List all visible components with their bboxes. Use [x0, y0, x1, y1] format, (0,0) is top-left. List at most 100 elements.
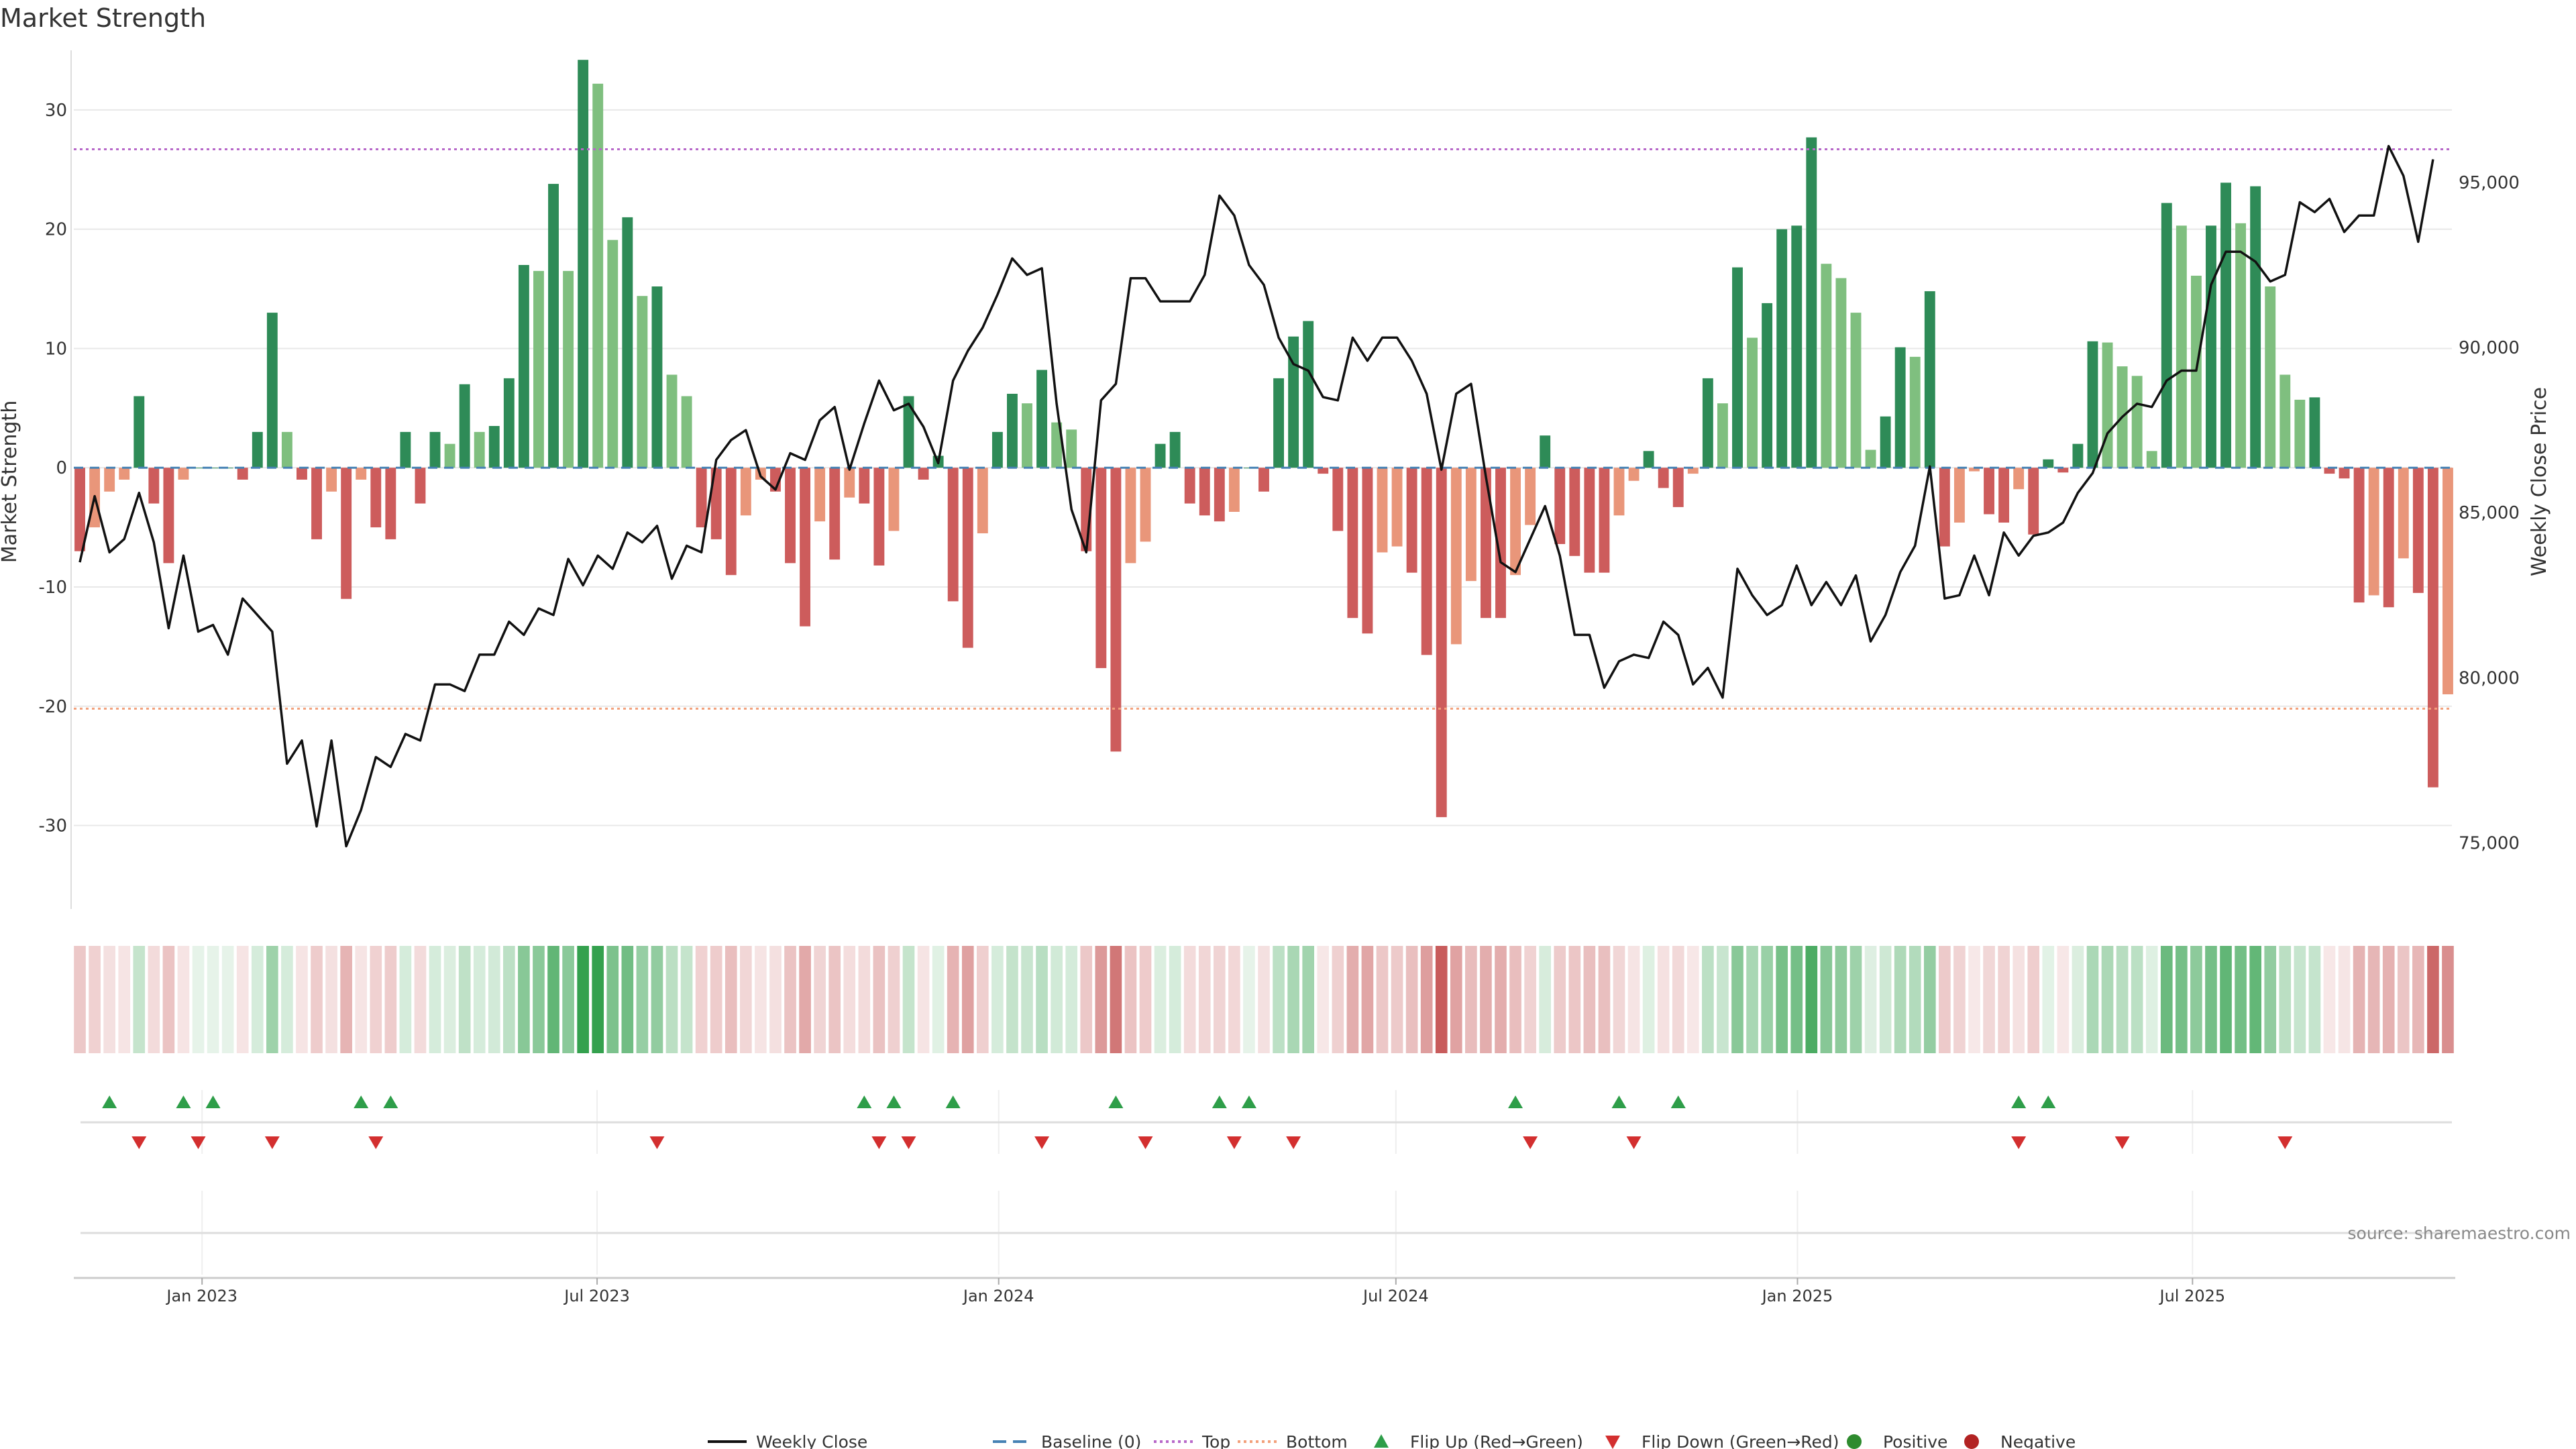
heat-cell [665, 946, 678, 1053]
heat-cell [1554, 946, 1566, 1053]
flip-down-marker [1034, 1136, 1050, 1149]
heat-cell [1879, 946, 1892, 1053]
heat-cell [2101, 946, 2114, 1053]
heat-cell [1968, 946, 1980, 1053]
strength-bar [356, 468, 367, 480]
strength-bar [1391, 468, 1403, 547]
heat-cell [533, 946, 545, 1053]
y-tick-label: 0 [56, 458, 67, 478]
y-tick-label: 20 [45, 220, 67, 240]
heat-cell [281, 946, 293, 1053]
legend-swatch [1374, 1434, 1389, 1448]
strength-bar [2131, 376, 2143, 468]
strength-bar [918, 468, 929, 480]
flip-up-marker [1241, 1095, 1256, 1108]
heat-cell [1909, 946, 1921, 1053]
heat-cell [74, 946, 86, 1053]
flip-down-marker [2114, 1136, 2130, 1149]
heat-cell [1746, 946, 1758, 1053]
legend-label: Weekly Close [756, 1432, 867, 1449]
strength-bar [1347, 468, 1358, 619]
strength-bar [2427, 468, 2438, 788]
y2-tick-label: 75,000 [2459, 834, 2520, 854]
legend-label: Flip Down (Green→Red) [1642, 1432, 1839, 1449]
strength-bar [341, 468, 352, 599]
heat-cell [769, 946, 782, 1053]
strength-bar [178, 468, 189, 480]
strength-bar [844, 468, 855, 498]
heat-cell [2338, 946, 2351, 1053]
grid-layer [74, 109, 2452, 826]
heat-cell [917, 946, 930, 1053]
strength-bar [888, 468, 900, 531]
heat-cell [1317, 946, 1330, 1053]
strength-bar [1022, 403, 1032, 468]
legend-item: Negative [1964, 1432, 2076, 1449]
heat-cell [1361, 946, 1374, 1053]
strength-bar [2176, 225, 2187, 468]
heat-cell [458, 946, 471, 1053]
heat-cell [710, 946, 722, 1053]
heat-cell [1583, 946, 1596, 1053]
heat-cell [1198, 946, 1211, 1053]
strength-bar [1894, 347, 1906, 468]
strength-bar [2412, 468, 2424, 593]
heat-cell [621, 946, 634, 1053]
heat-cell [2427, 946, 2439, 1053]
heat-cell [1835, 946, 1847, 1053]
heat-cell [1627, 946, 1640, 1053]
strength-bar [1125, 468, 1136, 564]
strength-bar [429, 431, 441, 468]
strength-bar [1939, 468, 1950, 547]
legend-item: Flip Up (Red→Green) [1374, 1432, 1583, 1449]
heat-cell [947, 946, 959, 1053]
strength-bar [148, 468, 160, 504]
strength-bar [2309, 397, 2320, 468]
flip-down-marker [1138, 1136, 1153, 1149]
legend: Weekly Close Baseline (0) Top Bottom Flip Up… [708, 1432, 2076, 1449]
strength-bar [725, 468, 737, 576]
strength-bar [2161, 203, 2172, 468]
strength-bar [1095, 468, 1107, 668]
x-tick-label: Jan 2025 [1761, 1287, 1833, 1305]
strength-bar [1984, 468, 1994, 515]
heat-cell [1598, 946, 1611, 1053]
heat-cell [503, 946, 515, 1053]
strength-bar [1702, 378, 1713, 468]
heat-cell [325, 946, 337, 1053]
strength-bar [637, 296, 648, 468]
heat-cell [1939, 946, 1951, 1053]
heat-cell [2072, 946, 2084, 1053]
legend-label: Flip Up (Red→Green) [1410, 1432, 1583, 1449]
strength-bar [444, 443, 455, 468]
heat-cell [961, 946, 974, 1053]
flip-down-marker [2011, 1136, 2027, 1149]
strength-bar [903, 396, 914, 468]
flip-up-marker [1212, 1095, 1227, 1108]
y2-tick-label: 95,000 [2459, 173, 2520, 193]
source-note: source: sharemaestro.com [2348, 1224, 2571, 1243]
heat-cell [518, 946, 530, 1053]
lines-layer [74, 145, 2452, 848]
heat-cell [133, 946, 146, 1053]
strength-bar [1717, 403, 1728, 468]
weekly-close-line [78, 145, 2434, 848]
heat-cell [2027, 946, 2040, 1053]
heat-cell [724, 946, 737, 1053]
flip-down-marker [1626, 1136, 1642, 1149]
axes-layer: -30 -20 -10 0 10 20 30 75,000 80,000 85,000 90,000… [39, 50, 2520, 909]
heat-cell [1923, 946, 1936, 1053]
strength-bar [2028, 468, 2039, 535]
heat-cell [1702, 946, 1714, 1053]
heat-cell [1642, 946, 1655, 1053]
strength-bar [578, 60, 589, 468]
strength-bar [962, 468, 973, 648]
heat-cell [1391, 946, 1403, 1053]
heat-cell [1435, 946, 1448, 1053]
heat-cell [399, 946, 412, 1053]
x-tick-label: Jul 2025 [2158, 1287, 2225, 1305]
strength-bar [1628, 468, 1640, 481]
heat-cell [1480, 946, 1492, 1053]
strength-bar [252, 431, 263, 468]
